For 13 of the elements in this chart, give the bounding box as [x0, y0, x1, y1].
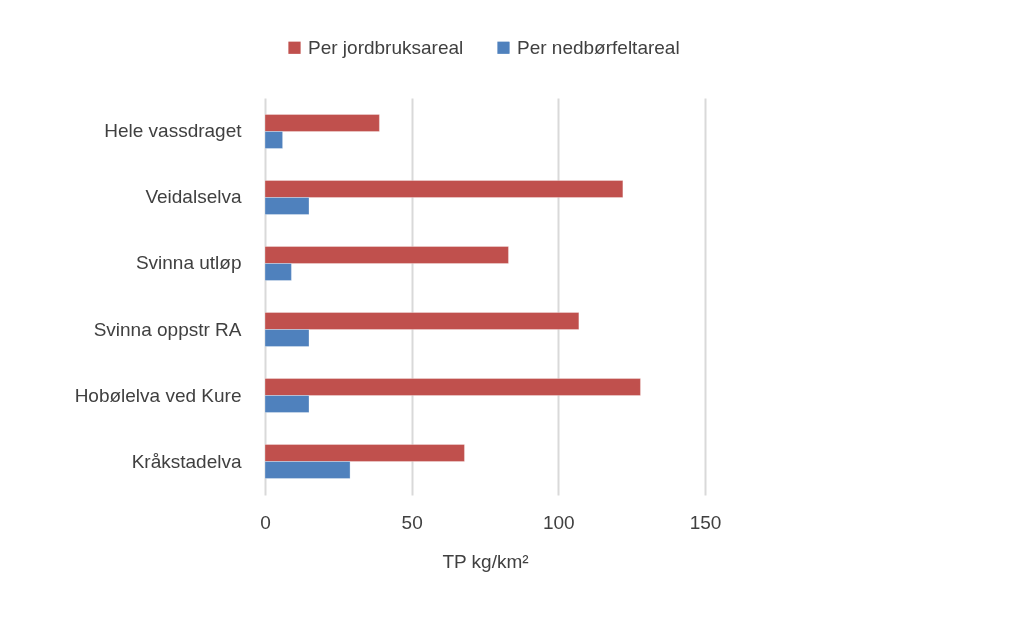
y-tick-label: Svinna oppstr RA — [93, 318, 242, 340]
y-tick-label: Hele vassdraget — [104, 120, 243, 142]
y-tick-label: Veidalselva — [145, 186, 242, 208]
y-tick-label: Hobølelva ved Kure — [74, 384, 242, 406]
legend-label: Per nedbørfeltareal — [517, 36, 680, 58]
x-tick-label: 150 — [689, 511, 722, 533]
x-tick-label: 100 — [542, 511, 575, 533]
x-tick-label: 50 — [401, 511, 423, 533]
x-axis-title: TP kg/km² — [442, 550, 529, 572]
x-tick-label: 0 — [260, 511, 271, 533]
y-tick-label: Svinna utløp — [135, 252, 242, 274]
legend-label: Per jordbruksareal — [308, 36, 464, 58]
y-tick-label: Kråkstadelva — [131, 450, 242, 472]
